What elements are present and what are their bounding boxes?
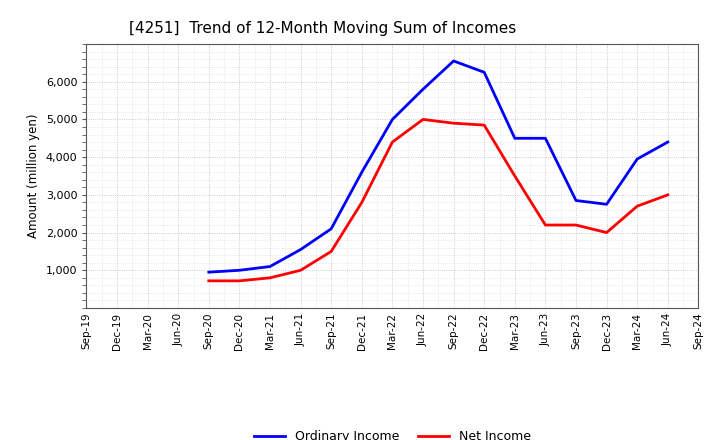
Ordinary Income xyxy=(449,59,458,64)
Net Income xyxy=(419,117,428,122)
Y-axis label: Amount (million yen): Amount (million yen) xyxy=(27,114,40,238)
Ordinary Income xyxy=(510,136,519,141)
Line: Ordinary Income: Ordinary Income xyxy=(209,61,668,272)
Net Income xyxy=(266,275,274,280)
Ordinary Income xyxy=(541,136,550,141)
Net Income xyxy=(480,122,488,128)
Ordinary Income xyxy=(572,198,580,203)
Ordinary Income xyxy=(297,247,305,252)
Ordinary Income xyxy=(388,117,397,122)
Net Income xyxy=(204,278,213,283)
Ordinary Income xyxy=(327,226,336,231)
Ordinary Income xyxy=(266,264,274,269)
Net Income xyxy=(449,121,458,126)
Net Income xyxy=(235,278,243,283)
Net Income xyxy=(572,222,580,227)
Ordinary Income xyxy=(358,169,366,175)
Net Income xyxy=(602,230,611,235)
Line: Net Income: Net Income xyxy=(209,119,668,281)
Ordinary Income xyxy=(664,139,672,145)
Ordinary Income xyxy=(235,268,243,273)
Net Income xyxy=(510,173,519,179)
Net Income xyxy=(327,249,336,254)
Ordinary Income xyxy=(633,156,642,161)
Ordinary Income xyxy=(419,87,428,92)
Ordinary Income xyxy=(480,70,488,75)
Net Income xyxy=(541,222,550,227)
Ordinary Income xyxy=(602,202,611,207)
Net Income xyxy=(388,139,397,145)
Text: [4251]  Trend of 12-Month Moving Sum of Incomes: [4251] Trend of 12-Month Moving Sum of I… xyxy=(130,21,516,36)
Net Income xyxy=(664,192,672,198)
Net Income xyxy=(633,204,642,209)
Legend: Ordinary Income, Net Income: Ordinary Income, Net Income xyxy=(248,425,536,440)
Ordinary Income xyxy=(204,270,213,275)
Net Income xyxy=(297,268,305,273)
Net Income xyxy=(358,200,366,205)
